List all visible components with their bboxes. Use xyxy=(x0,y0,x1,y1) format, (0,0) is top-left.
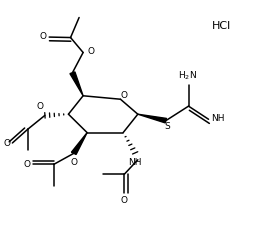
Text: O: O xyxy=(3,139,10,148)
Text: O: O xyxy=(71,158,78,167)
Text: O: O xyxy=(88,47,95,56)
Polygon shape xyxy=(138,114,167,123)
Text: O: O xyxy=(121,91,128,99)
Text: O: O xyxy=(121,196,128,205)
Text: NH: NH xyxy=(129,158,142,167)
Polygon shape xyxy=(72,133,87,154)
Text: HCl: HCl xyxy=(212,21,232,31)
Text: O: O xyxy=(23,160,31,169)
Text: NH: NH xyxy=(211,114,224,123)
Text: O: O xyxy=(39,32,46,41)
Polygon shape xyxy=(70,72,83,96)
Text: S: S xyxy=(164,122,170,131)
Text: H$_2$N: H$_2$N xyxy=(178,69,197,82)
Text: O: O xyxy=(37,102,43,111)
